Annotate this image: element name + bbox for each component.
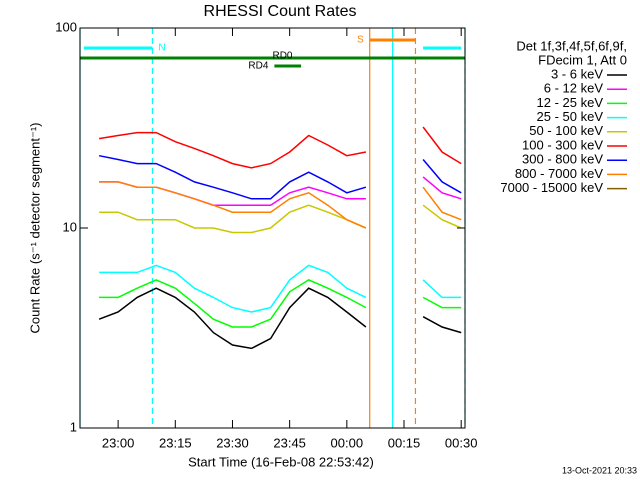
legend-label: 100 - 300 keV (522, 137, 603, 152)
flag-label: S (357, 35, 364, 46)
x-tick-label: 23:00 (102, 435, 135, 450)
y-tick-label: 1 (70, 419, 77, 434)
series-line (98, 154, 462, 200)
y-tick-label: 100 (55, 19, 77, 34)
series-line (98, 126, 462, 169)
legend-label: 300 - 800 keV (522, 152, 603, 167)
y-tick-label: 10 (63, 219, 77, 234)
legend-label: 3 - 6 keV (551, 66, 603, 81)
series-line (98, 287, 462, 350)
x-tick-label: 00:15 (388, 435, 421, 450)
legend-label: 12 - 25 keV (537, 95, 604, 110)
x-tick-label: 00:00 (331, 435, 364, 450)
x-tick-label: 23:45 (273, 435, 306, 450)
flag-label: N (158, 43, 165, 54)
legend-title: FDecim 1, Att 0 (538, 52, 627, 67)
chart-title: RHESSI Count Rates (204, 3, 357, 20)
series-line (99, 279, 462, 328)
series-line (99, 204, 462, 234)
flag-label: RD4 (248, 61, 268, 72)
legend-label: 7000 - 15000 keV (500, 180, 603, 195)
legend-label: 50 - 100 keV (529, 123, 603, 138)
x-tick-label: 23:30 (216, 435, 249, 450)
series-line (99, 264, 462, 313)
x-axis-label: Start Time (16-Feb-08 22:53:42) (188, 454, 374, 469)
flag-label: RD0 (272, 51, 292, 62)
y-axis-label: Count Rate (s⁻¹ detector segment⁻¹) (27, 123, 42, 334)
legend-label: 25 - 50 keV (537, 109, 604, 124)
x-tick-label: 00:30 (445, 435, 478, 450)
x-tick-label: 23:15 (159, 435, 192, 450)
footer: 13-Oct-2021 20:33 (562, 465, 637, 475)
legend-label: 800 - 7000 keV (515, 166, 604, 181)
series-line (99, 181, 462, 229)
legend-title: Det 1f,3f,4f,5f,6f,9f, (516, 38, 627, 53)
legend-label: 6 - 12 keV (544, 81, 604, 96)
